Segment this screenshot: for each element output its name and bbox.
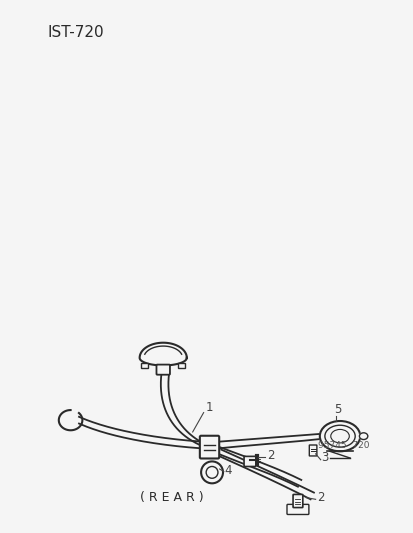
FancyBboxPatch shape xyxy=(243,456,255,466)
Ellipse shape xyxy=(358,433,367,440)
Bar xyxy=(141,363,148,368)
Text: 3: 3 xyxy=(321,451,328,464)
Polygon shape xyxy=(160,373,216,449)
Text: 4: 4 xyxy=(224,464,232,477)
Polygon shape xyxy=(139,343,186,366)
Circle shape xyxy=(201,462,223,483)
Text: IST-720: IST-720 xyxy=(48,25,104,41)
Text: ( R E A R ): ( R E A R ) xyxy=(140,491,203,504)
Text: 1: 1 xyxy=(205,401,212,414)
Polygon shape xyxy=(79,417,209,449)
Text: 2: 2 xyxy=(316,491,324,504)
Circle shape xyxy=(206,466,217,478)
FancyBboxPatch shape xyxy=(156,365,170,375)
Polygon shape xyxy=(213,434,323,449)
Bar xyxy=(178,363,185,368)
FancyBboxPatch shape xyxy=(292,495,302,507)
Text: 5: 5 xyxy=(333,403,341,416)
Ellipse shape xyxy=(319,421,359,451)
Text: 95745  720: 95745 720 xyxy=(317,441,369,450)
FancyBboxPatch shape xyxy=(199,436,218,458)
FancyBboxPatch shape xyxy=(309,445,316,456)
FancyBboxPatch shape xyxy=(286,504,308,514)
Polygon shape xyxy=(216,447,301,487)
Polygon shape xyxy=(217,450,313,499)
Text: 2: 2 xyxy=(266,449,274,462)
